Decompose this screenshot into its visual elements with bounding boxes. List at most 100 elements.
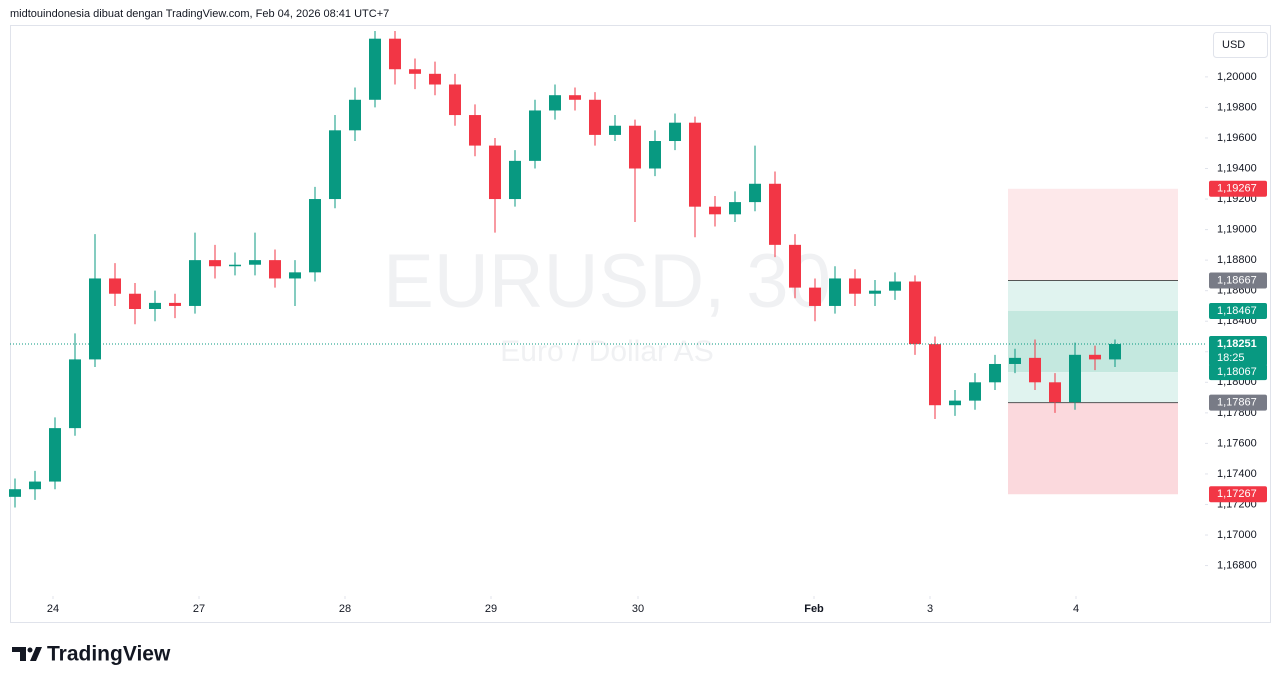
candle-body [509, 160, 521, 200]
candle-body [389, 38, 401, 70]
candle-body [969, 382, 981, 401]
plot-area: 24 27 28 29 30 Feb 3 4 [9, 31, 1205, 615]
brand-name: TradingView [47, 643, 171, 666]
last-price-box [1209, 335, 1267, 366]
price-label: 1,17267 [1217, 488, 1257, 500]
chart-frame [10, 25, 1271, 623]
candle-body [169, 302, 181, 306]
y-tick-label: 1,17000 [1217, 529, 1257, 541]
candle-body [409, 69, 421, 74]
header: midtouindonesia dibuat dengan TradingVie… [10, 8, 389, 20]
candle-body [249, 260, 261, 265]
candle-body [609, 125, 621, 135]
candle-body [29, 481, 41, 490]
y-tick-label: 1,17600 [1217, 437, 1257, 449]
y-tick-label: 1,19800 [1217, 101, 1257, 113]
x-tick-label: 27 [193, 603, 205, 615]
candle-body [809, 287, 821, 306]
candle-body [909, 281, 921, 345]
price-label-box [1209, 180, 1267, 197]
x-tick-label: Feb [804, 603, 824, 615]
candle-body [989, 363, 1001, 383]
candle-body [889, 281, 901, 291]
candle-body [1029, 357, 1041, 383]
description-watermark: Euro / Dollar AS [500, 335, 713, 368]
y-tick-label: 1,19000 [1217, 223, 1257, 235]
y-tick-label: 1,17400 [1217, 468, 1257, 480]
position-zone [1008, 402, 1178, 495]
position-zone [1008, 280, 1178, 311]
candle-body [189, 260, 201, 306]
candle-body [529, 110, 541, 161]
candle-body [149, 302, 161, 309]
candle-body [89, 278, 101, 360]
price-label-box [1209, 394, 1267, 411]
candle-body [49, 428, 61, 482]
candle-body [589, 99, 601, 135]
price-label-box [1209, 364, 1267, 381]
candle-body [469, 115, 481, 146]
candle-body [849, 278, 861, 294]
x-tick-label: 29 [485, 603, 497, 615]
candle-body [749, 183, 761, 203]
candle-body [949, 400, 961, 406]
candle-body [9, 489, 21, 497]
candle-body [829, 278, 841, 306]
price-label: 1,18467 [1217, 305, 1257, 317]
candle-body [69, 359, 81, 429]
price-label: 1,18667 [1217, 274, 1257, 286]
price-axis: 1,168001,170001,172001,174001,176001,178… [1205, 71, 1267, 571]
candle-body [729, 202, 741, 215]
candle-body [489, 145, 501, 200]
y-tick-label: 1,19400 [1217, 162, 1257, 174]
logo-icon [12, 647, 42, 661]
x-tick-label: 28 [339, 603, 351, 615]
price-label: 1,19267 [1217, 183, 1257, 195]
candle-body [549, 95, 561, 111]
candle-body [349, 99, 361, 131]
candle-body [689, 122, 701, 207]
symbol-watermark: EURUSD, 30 [383, 239, 831, 324]
y-tick-label: 1,16800 [1217, 559, 1257, 571]
price-label-box [1209, 272, 1267, 289]
candle-body [869, 290, 881, 294]
candle-body [649, 141, 661, 169]
x-tick-label: 3 [927, 603, 933, 615]
candle-body [229, 264, 241, 267]
last-price-label: 1,18251 [1217, 338, 1257, 350]
candle-body [929, 344, 941, 406]
y-tick-label: 1,19600 [1217, 132, 1257, 144]
price-label: 1,17867 [1217, 397, 1257, 409]
candle-body [669, 122, 681, 142]
y-tick-label: 1,20000 [1217, 71, 1257, 83]
logo-dot [27, 647, 33, 653]
candle-body [629, 125, 641, 169]
candle-body [769, 183, 781, 245]
candle-body [209, 260, 221, 267]
candle-body [1089, 354, 1101, 360]
candle-body [309, 199, 321, 273]
candle-body [1109, 343, 1121, 360]
price-label-box [1209, 302, 1267, 319]
candle-body [1049, 382, 1061, 403]
candle-body [269, 260, 281, 279]
candle-body [129, 293, 141, 309]
candle-body [1069, 354, 1081, 403]
candle-body [369, 38, 381, 100]
candle-body [1009, 357, 1021, 364]
candle-body [289, 272, 301, 279]
watermark: EURUSD, 30 Euro / Dollar AS [383, 239, 831, 368]
currency-label: USD [1222, 39, 1245, 51]
x-tick-label: 24 [47, 603, 59, 615]
candle-body [789, 244, 801, 288]
currency-button[interactable] [1213, 32, 1268, 58]
candle-body [569, 95, 581, 100]
candle-body [329, 130, 341, 200]
y-tick-label: 1,18800 [1217, 254, 1257, 266]
price-label: 1,18067 [1217, 366, 1257, 378]
countdown-label: 18:25 [1217, 352, 1245, 364]
candle-body [109, 278, 121, 294]
x-tick-label: 4 [1073, 603, 1079, 615]
candle-body [429, 73, 441, 85]
